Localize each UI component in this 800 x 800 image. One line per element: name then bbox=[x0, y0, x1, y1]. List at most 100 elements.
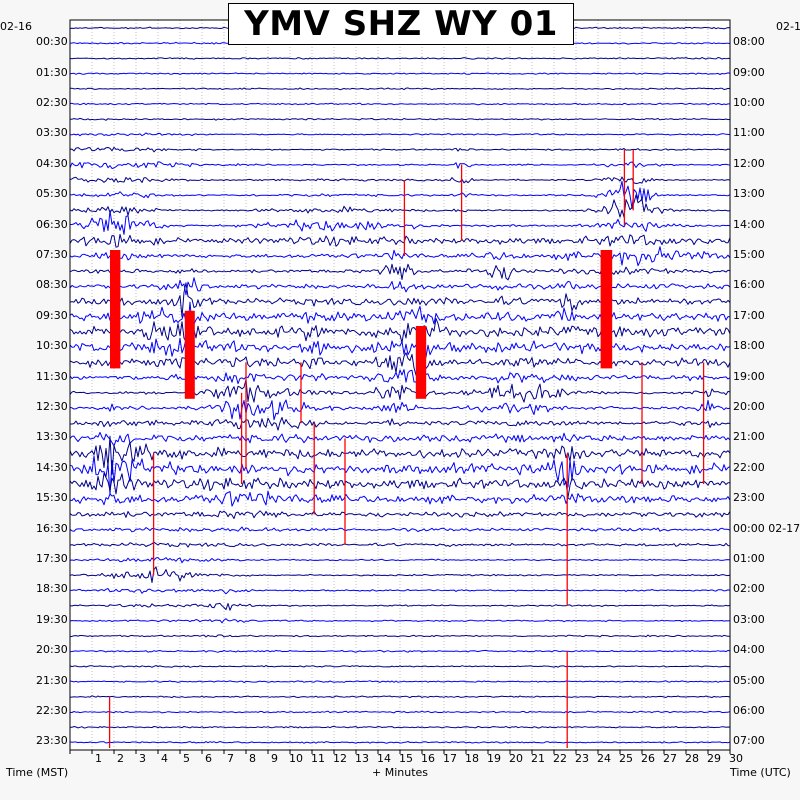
right-time-tick-label: 04:00 bbox=[733, 643, 765, 657]
minute-tick-label: 22 bbox=[553, 752, 567, 765]
seismic-trace bbox=[69, 379, 731, 403]
seismic-trace bbox=[69, 649, 731, 653]
seismic-trace bbox=[69, 233, 731, 248]
minute-tick-label: 14 bbox=[377, 752, 391, 765]
seismic-trace bbox=[69, 541, 731, 548]
minute-tick-label: 29 bbox=[707, 752, 721, 765]
minute-tick-label: 7 bbox=[227, 752, 234, 765]
seismic-trace bbox=[69, 741, 731, 744]
right-time-tick-label: 09:00 bbox=[733, 65, 765, 79]
right-time-tick-label: 12:00 bbox=[733, 156, 765, 170]
right-time-tick-label: 21:00 bbox=[733, 430, 765, 444]
chart-title-box: YMV SHZ WY 01 bbox=[228, 3, 574, 45]
left-date-label: 02-16 bbox=[0, 20, 32, 33]
x-axis-ticks bbox=[69, 750, 731, 754]
clip-block bbox=[415, 326, 427, 399]
left-axis-label: Time (MST) bbox=[6, 766, 69, 779]
seismic-trace bbox=[69, 566, 731, 583]
minute-tick-label: 21 bbox=[531, 752, 545, 765]
right-time-tick-label: 19:00 bbox=[733, 369, 765, 383]
left-time-tick-label: 17:30 bbox=[36, 552, 68, 565]
left-time-tick-label: 18:30 bbox=[36, 582, 68, 596]
seismic-trace bbox=[69, 337, 731, 358]
left-time-tick-label: 01:30 bbox=[36, 65, 68, 79]
right-time-tick-label: 05:00 bbox=[733, 673, 765, 687]
seismic-trace bbox=[69, 263, 731, 281]
left-time-tick-label: 13:30 bbox=[36, 430, 68, 444]
left-time-tick-label: 20:30 bbox=[36, 643, 68, 657]
right-time-tick-label: 20:00 bbox=[733, 400, 765, 413]
minute-tick-label: 26 bbox=[641, 752, 655, 765]
seismic-trace bbox=[70, 725, 731, 729]
seismic-trace bbox=[69, 282, 731, 318]
seismic-trace bbox=[70, 695, 731, 699]
right-time-tick-label: 01:00 bbox=[733, 552, 765, 565]
minute-tick-label: 24 bbox=[597, 752, 611, 765]
seismic-trace bbox=[69, 680, 731, 683]
minute-tick-label: 3 bbox=[139, 752, 146, 765]
seismic-trace bbox=[69, 369, 731, 385]
minute-tick-label: 12 bbox=[333, 752, 347, 765]
seismic-trace bbox=[69, 431, 731, 447]
minute-tick-label: 13 bbox=[355, 752, 369, 765]
right-time-tick-label: 06:00 bbox=[733, 704, 765, 717]
left-time-tick-label: 09:30 bbox=[36, 308, 68, 322]
left-time-tick-label: 07:30 bbox=[36, 248, 68, 261]
minute-tick-label: 6 bbox=[205, 752, 212, 765]
seismic-trace bbox=[70, 210, 731, 235]
left-time-tick-label: 10:30 bbox=[36, 339, 68, 353]
seismic-trace bbox=[69, 161, 731, 169]
seismic-trace bbox=[69, 301, 731, 327]
left-time-tick-label: 06:30 bbox=[36, 217, 68, 231]
right-time-tick-label: 00:00 02-17 bbox=[733, 521, 800, 535]
minute-tick-label: 9 bbox=[271, 752, 278, 765]
minute-tick-label: 5 bbox=[183, 752, 190, 765]
left-time-tick-label: 04:30 bbox=[36, 156, 68, 170]
left-time-tick-label: 21:30 bbox=[36, 673, 68, 687]
seismic-trace bbox=[69, 87, 731, 91]
minute-tick-label: 10 bbox=[289, 752, 303, 765]
right-time-tick-label: 13:00 bbox=[733, 187, 765, 201]
seismic-trace bbox=[69, 665, 731, 668]
left-time-tick-label: 05:30 bbox=[36, 187, 68, 201]
seismic-trace bbox=[69, 246, 731, 267]
minute-tick-label: 4 bbox=[161, 752, 168, 765]
seismic-trace bbox=[69, 132, 731, 137]
right-time-tick-label: 08:00 bbox=[733, 35, 765, 49]
seismic-trace bbox=[69, 455, 731, 496]
chart-title: YMV SHZ WY 01 bbox=[244, 4, 558, 44]
seismic-trace bbox=[69, 510, 731, 519]
minute-tick-label: 27 bbox=[663, 752, 677, 765]
left-time-tick-label: 23:30 bbox=[36, 734, 68, 748]
right-time-tick-label: 23:00 bbox=[733, 491, 765, 505]
minute-tick-label: 8 bbox=[249, 752, 256, 765]
clip-block bbox=[110, 250, 121, 369]
right-time-tick-label: 14:00 bbox=[733, 217, 765, 231]
minute-tick-label: 15 bbox=[399, 752, 413, 765]
seismic-trace bbox=[69, 176, 731, 184]
seismic-trace bbox=[69, 102, 730, 106]
seismic-trace bbox=[69, 526, 731, 533]
seismic-trace bbox=[69, 146, 731, 153]
minute-tick-label: 17 bbox=[443, 752, 457, 765]
left-time-tick-label: 16:30 bbox=[36, 521, 68, 535]
minute-tick-label: 30 bbox=[729, 752, 743, 765]
right-time-tick-label: 07:00 bbox=[733, 734, 765, 748]
seismic-trace bbox=[69, 634, 730, 638]
right-time-tick-label: 15:00 bbox=[733, 248, 765, 261]
right-time-tick-label: 03:00 bbox=[733, 612, 765, 626]
seismic-trace bbox=[69, 472, 731, 498]
seismic-trace bbox=[69, 180, 731, 209]
left-time-tick-label: 08:30 bbox=[36, 278, 68, 292]
right-time-tick-label: 17:00 bbox=[733, 308, 765, 322]
seismic-trace bbox=[69, 602, 731, 611]
seismic-trace bbox=[69, 710, 731, 714]
minute-tick-label: 28 bbox=[685, 752, 699, 765]
minute-tick-label: 25 bbox=[619, 752, 633, 765]
left-time-tick-label: 22:30 bbox=[36, 704, 68, 717]
minute-tick-label: 18 bbox=[465, 752, 479, 765]
clip-block bbox=[600, 250, 613, 369]
right-date-label: 02-1 bbox=[776, 20, 800, 33]
right-time-tick-label: 02:00 bbox=[733, 582, 765, 596]
seismic-trace bbox=[69, 588, 731, 595]
